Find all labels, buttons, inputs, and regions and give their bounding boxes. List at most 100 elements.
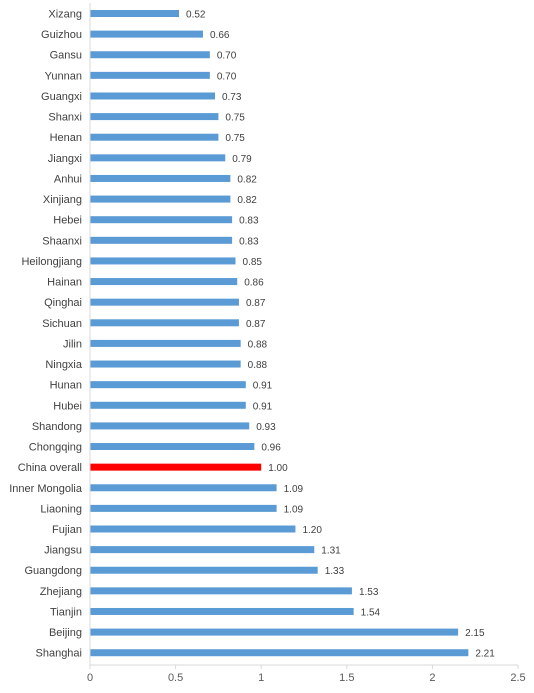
- bar-shandong: [90, 422, 250, 430]
- category-label: Shandong: [32, 421, 82, 433]
- value-label: 0.86: [244, 278, 264, 289]
- value-label: 0.83: [239, 236, 259, 247]
- category-label: Shanghai: [36, 648, 83, 660]
- bar-sichuan: [90, 319, 239, 327]
- value-label: 0.83: [239, 216, 259, 227]
- bar-beijing: [90, 628, 459, 636]
- category-label: Shanxi: [48, 112, 82, 124]
- category-label: Jiangsu: [44, 545, 82, 557]
- value-label: 0.88: [248, 339, 268, 350]
- value-label: 1.54: [361, 607, 381, 618]
- category-label: Tianjin: [50, 606, 82, 618]
- value-label: 0.82: [237, 195, 257, 206]
- value-label: 2.21: [475, 649, 495, 660]
- value-label: 0.73: [222, 92, 242, 103]
- bar-hainan: [90, 278, 238, 286]
- category-label: Fujian: [52, 524, 82, 536]
- category-label: Henan: [50, 132, 82, 144]
- x-tick-label: 1.5: [339, 672, 354, 684]
- category-label: Yunnan: [45, 70, 82, 82]
- category-label: Hainan: [47, 277, 82, 289]
- bar-jiangsu: [90, 546, 315, 554]
- category-label: Sichuan: [42, 318, 82, 330]
- bar-anhui: [90, 174, 231, 182]
- category-labels: Xizang Guizhou Gansu Yunnan Guangxi Shanxi Hen…: [9, 9, 83, 660]
- value-label: 0.66: [210, 30, 230, 41]
- bar-guizhou: [90, 30, 203, 38]
- x-axis: 0 0.5 1 1.5 2 2.5: [87, 3, 526, 684]
- value-label: 1.53: [359, 587, 379, 598]
- bar-henan: [90, 133, 219, 141]
- bar-chongqing: [90, 443, 255, 451]
- category-label: Chongqing: [29, 442, 82, 454]
- category-label: Xizang: [48, 9, 82, 21]
- value-label: 0.70: [217, 71, 237, 82]
- value-label: 1.31: [321, 546, 341, 557]
- category-label: Shaanxi: [42, 235, 82, 247]
- bar-yunnan: [90, 71, 210, 79]
- x-tick-label: 1: [258, 672, 264, 684]
- bar-heilongjiang: [90, 257, 236, 265]
- value-label: 0.82: [237, 174, 257, 185]
- x-tick-label: 0: [87, 672, 93, 684]
- value-label: 1.00: [268, 463, 288, 474]
- category-label: China overall: [18, 462, 82, 474]
- bar-liaoning: [90, 504, 277, 512]
- category-label: Jiangxi: [48, 153, 82, 165]
- bar-xinjiang: [90, 195, 231, 203]
- category-label: Gansu: [50, 50, 82, 62]
- x-tick-label: 2: [429, 672, 435, 684]
- bar-china-overall: [90, 463, 262, 471]
- bar-guangdong: [90, 566, 318, 574]
- bar-tianjin: [90, 607, 354, 615]
- category-label: Hubei: [53, 400, 82, 412]
- category-label: Guizhou: [41, 29, 82, 41]
- category-label: Xinjiang: [43, 194, 82, 206]
- category-label: Liaoning: [40, 503, 82, 515]
- bar-inner-mongolia: [90, 484, 277, 492]
- value-label: 0.52: [186, 10, 206, 21]
- bar-ningxia: [90, 360, 241, 368]
- category-label: Inner Mongolia: [9, 483, 83, 495]
- value-label: 0.75: [225, 133, 245, 144]
- bar-hubei: [90, 401, 246, 409]
- value-label: 0.70: [217, 51, 237, 62]
- category-label: Anhui: [54, 173, 82, 185]
- value-label: 0.85: [243, 257, 263, 268]
- value-label: 1.33: [325, 566, 345, 577]
- bar-guangxi: [90, 92, 215, 100]
- bar-shanghai: [90, 649, 469, 657]
- bar-gansu: [90, 51, 210, 59]
- bar-jiangxi: [90, 154, 226, 162]
- bar-hebei: [90, 216, 233, 224]
- category-label: Qinghai: [44, 297, 82, 309]
- category-label: Guangdong: [25, 565, 83, 577]
- category-label: Hunan: [50, 380, 82, 392]
- value-label: 1.09: [284, 504, 304, 515]
- value-labels: 0.52 0.66 0.70 0.70 0.73 0.75 0.75 0.79 0.82 0.82…: [186, 10, 495, 660]
- bar-zhejiang: [90, 587, 352, 595]
- category-label: Hebei: [53, 215, 82, 227]
- value-label: 1.20: [302, 525, 322, 536]
- bar-qinghai: [90, 298, 239, 306]
- bar-hunan: [90, 381, 246, 389]
- value-label: 2.15: [465, 628, 485, 639]
- value-label: 0.93: [256, 422, 276, 433]
- value-label: 0.79: [232, 154, 252, 165]
- bar-jilin: [90, 339, 241, 347]
- bar-xizang: [90, 10, 180, 17]
- value-label: 0.91: [253, 401, 273, 412]
- bar-shaanxi: [90, 236, 233, 244]
- value-label: 0.75: [225, 113, 245, 124]
- category-label: Jilin: [63, 338, 82, 350]
- value-label: 1.09: [284, 484, 304, 495]
- category-label: Beijing: [49, 627, 82, 639]
- category-label: Guangxi: [41, 91, 82, 103]
- bar-shanxi: [90, 113, 219, 121]
- value-label: 0.91: [253, 381, 273, 392]
- category-label: Heilongjiang: [21, 256, 82, 268]
- value-label: 0.96: [261, 443, 281, 454]
- category-label: Ningxia: [45, 359, 83, 371]
- value-label: 0.87: [246, 298, 266, 309]
